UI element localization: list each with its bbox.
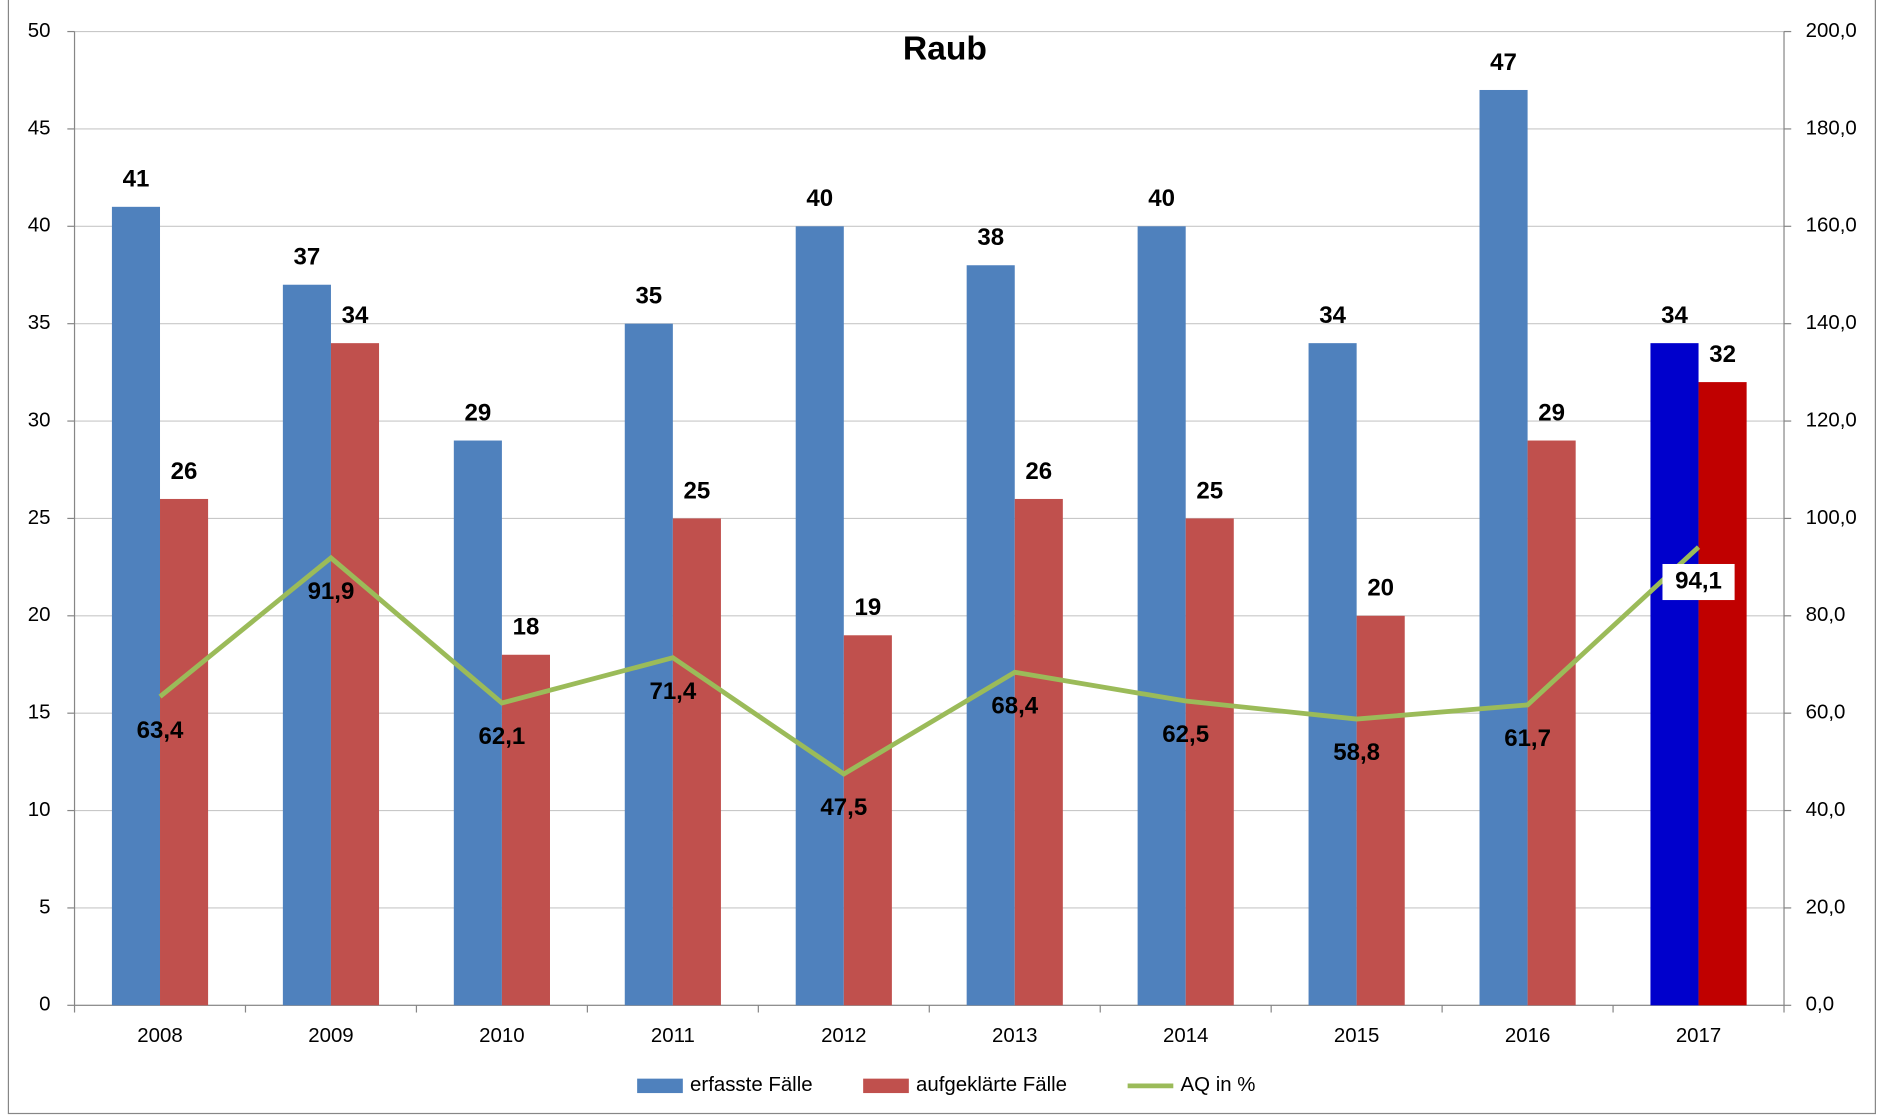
x-tick-label: 2012 [821, 1025, 866, 1047]
x-tick-label: 2013 [992, 1025, 1037, 1047]
bar-value-label: 40 [1148, 185, 1175, 212]
bar [843, 635, 892, 1006]
y-tick-label: 20 [28, 604, 51, 626]
y-tick-label: 35 [28, 312, 51, 334]
y2-tick-label: 60,0 [1806, 702, 1846, 724]
bar [1014, 498, 1063, 1006]
y-tick-label: 15 [28, 702, 51, 724]
bar-value-label: 34 [1319, 302, 1346, 329]
bar-value-label: 35 [635, 283, 662, 310]
bar [330, 343, 380, 1006]
bar-value-label: 25 [1196, 477, 1223, 504]
y-tick-label: 0 [39, 994, 50, 1016]
x-tick-label: 2008 [137, 1025, 182, 1047]
bar [1698, 382, 1747, 1006]
bar [1527, 440, 1576, 1006]
line-value-label: 58,8 [1333, 739, 1380, 766]
x-tick-label: 2011 [651, 1025, 695, 1047]
y-tick-label: 50 [28, 20, 51, 42]
bar-value-label: 32 [1709, 341, 1736, 368]
y2-tick-label: 0,0 [1806, 994, 1834, 1016]
line-series [158, 545, 1701, 777]
bar [501, 654, 550, 1006]
y2-tick-label: 120,0 [1806, 409, 1857, 431]
line-value-label: 47,5 [820, 794, 867, 821]
y-tick-label: 5 [39, 896, 50, 918]
line-value-label: 62,5 [1162, 721, 1209, 748]
x-tick-label: 2015 [1334, 1025, 1379, 1047]
bar [672, 518, 721, 1006]
line-value-label: 63,4 [137, 717, 184, 744]
label-box [1662, 563, 1735, 601]
x-tick-label: 2014 [1163, 1025, 1208, 1047]
legend-swatch [863, 1078, 909, 1094]
y-tick-label: 25 [28, 507, 51, 529]
bar [966, 265, 1015, 1006]
bar [453, 440, 502, 1006]
bar-value-label: 34 [1661, 302, 1688, 329]
bar-value-label: 29 [464, 399, 491, 426]
y2-tick-label: 20,0 [1806, 896, 1846, 918]
bar-value-label: 26 [1025, 458, 1052, 485]
bar [1650, 343, 1699, 1006]
bar [160, 498, 209, 1006]
line-value-label: 94,1 [1675, 567, 1722, 594]
y2-tick-label: 180,0 [1806, 117, 1857, 139]
bar [1479, 89, 1528, 1006]
bar [282, 284, 331, 1006]
bar-value-label: 47 [1490, 49, 1517, 76]
line-value-label: 71,4 [649, 678, 696, 705]
line-value-label: 61,7 [1504, 725, 1551, 752]
bar [1356, 615, 1405, 1006]
y-tick-label: 10 [28, 799, 51, 821]
bar-value-label: 29 [1538, 399, 1565, 426]
bar [111, 206, 161, 1006]
y-tick-label: 30 [28, 409, 51, 431]
bar [1308, 343, 1357, 1006]
bar-value-label: 38 [977, 224, 1004, 251]
y-tick-label: 40 [28, 215, 51, 237]
y2-tick-label: 160,0 [1806, 215, 1857, 237]
y2-tick-label: 80,0 [1806, 604, 1846, 626]
x-tick-label: 2010 [479, 1025, 524, 1047]
bar-value-label: 41 [123, 166, 150, 193]
bar-value-label: 18 [513, 614, 540, 641]
x-tick-label: 2009 [308, 1025, 353, 1047]
y2-tick-label: 200,0 [1806, 20, 1857, 42]
bar-value-label: 37 [294, 244, 321, 271]
bar-value-label: 19 [854, 594, 881, 621]
bar-value-label: 34 [342, 302, 369, 329]
legend-label: aufgeklärte Fälle [916, 1074, 1067, 1096]
bar [1137, 226, 1186, 1006]
x-tick-label: 2017 [1676, 1025, 1721, 1047]
line-value-label: 62,1 [479, 723, 526, 750]
x-tick-label: 2016 [1505, 1025, 1550, 1047]
line-value-label: 68,4 [991, 692, 1038, 719]
bar-value-label: 25 [684, 477, 711, 504]
legend-label: erfasste Fälle [690, 1074, 813, 1096]
line-value-label: 91,9 [308, 578, 355, 605]
legend-label: AQ in % [1181, 1074, 1256, 1096]
y2-tick-label: 140,0 [1806, 312, 1857, 334]
bar [795, 226, 844, 1006]
y-tick-label: 45 [28, 117, 51, 139]
y2-tick-label: 40,0 [1806, 799, 1846, 821]
y2-tick-label: 100,0 [1806, 507, 1857, 529]
bar [1185, 518, 1234, 1006]
chart-title: Raub [903, 31, 987, 68]
bar-value-label: 20 [1367, 575, 1394, 602]
bar-value-label: 26 [171, 458, 198, 485]
bar-value-label: 40 [806, 185, 833, 212]
legend-swatch [637, 1078, 683, 1094]
